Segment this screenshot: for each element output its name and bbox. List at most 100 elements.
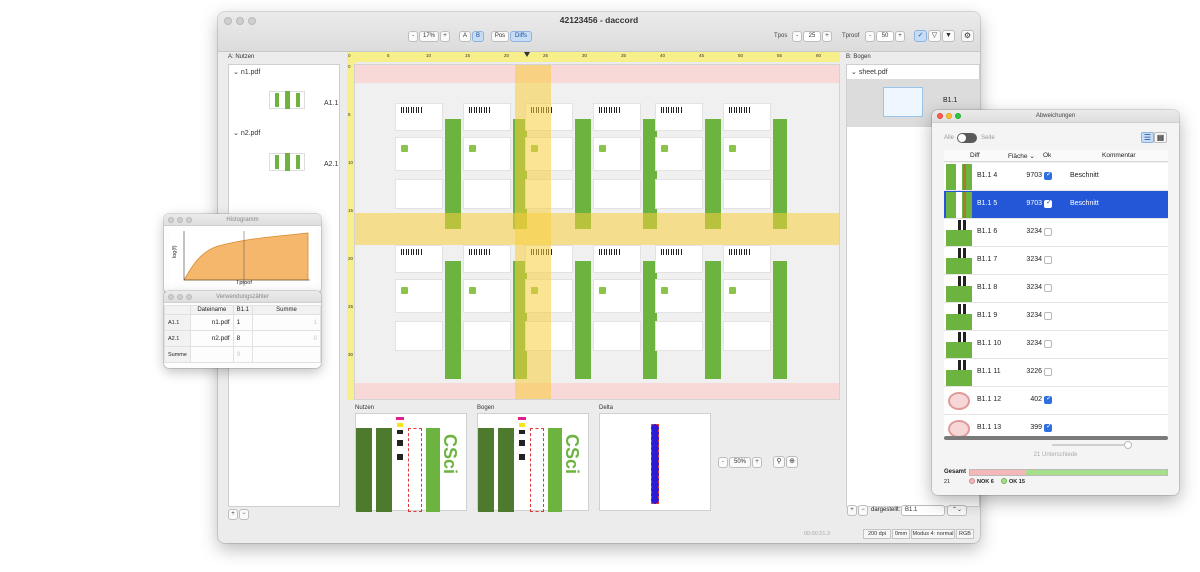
usage-total-row: Summe 9	[164, 346, 321, 363]
close-window-button[interactable]	[168, 217, 174, 223]
diff-column-header[interactable]: Diff	[970, 152, 980, 159]
add-file-button[interactable]: +	[228, 509, 238, 520]
checkmark-filter-icon[interactable]: ✓	[914, 30, 927, 42]
logo-mark	[469, 145, 476, 152]
zoom-out-button[interactable]: -	[408, 31, 418, 42]
file-row-sheet[interactable]: ⌄ sheet.pdf	[851, 69, 888, 76]
close-window-button[interactable]	[168, 294, 174, 300]
view-b-button[interactable]: B	[472, 31, 484, 42]
filter-icon[interactable]: ▽	[928, 30, 941, 42]
slider-knob[interactable]	[1124, 441, 1132, 449]
zoom-window-button[interactable]	[186, 217, 192, 223]
diffs-button[interactable]: Diffs	[510, 31, 532, 42]
ok-checkbox[interactable]	[1044, 170, 1052, 180]
comment-cell[interactable]: Beschnitt	[1070, 200, 1099, 207]
deviation-row[interactable]: B1.1 11 3226	[944, 359, 1168, 387]
zoom-window-button[interactable]	[186, 294, 192, 300]
file-row-n2[interactable]: ⌄ n2.pdf	[233, 130, 261, 137]
page-thumbnail[interactable]	[269, 149, 305, 175]
deviation-row[interactable]: B1.1 7 3234	[944, 247, 1168, 275]
ok-checkbox[interactable]	[1044, 228, 1052, 236]
diff-thumbnail	[946, 248, 972, 274]
minimize-window-button[interactable]	[946, 113, 952, 119]
sheet-canvas[interactable]	[354, 64, 840, 400]
magnifier-icon[interactable]: ⚲	[773, 456, 785, 468]
ok-checkbox[interactable]	[1044, 312, 1052, 320]
scope-toggle[interactable]	[957, 133, 977, 143]
pos-button[interactable]: Pos	[491, 31, 509, 42]
preview-bogen[interactable]: CSci	[477, 413, 589, 512]
ok-checkbox[interactable]	[1044, 284, 1052, 292]
target-icon[interactable]: ⊕	[786, 456, 798, 468]
deviation-row[interactable]: B1.1 12 402	[944, 387, 1168, 415]
tpos-input[interactable]: 25	[803, 31, 821, 42]
minimize-window-button[interactable]	[236, 17, 244, 25]
net-panel	[723, 179, 771, 209]
ruler-tick: 45	[699, 53, 705, 58]
usage-row[interactable]: A2.1 n2.pdf 8 8	[164, 330, 321, 347]
ok-checkbox[interactable]	[1044, 394, 1052, 404]
ok-checkbox[interactable]	[1044, 256, 1052, 264]
usage-row[interactable]: A1.1 n1.pdf 1 1	[164, 314, 321, 331]
ok-column-header[interactable]: Ok	[1043, 152, 1052, 159]
deviation-row[interactable]: B1.1 9 3234	[944, 303, 1168, 331]
preview-bogen-label: Bogen	[477, 405, 495, 411]
close-window-button[interactable]	[224, 17, 232, 25]
diff-id: B1.1 12	[977, 396, 1002, 403]
page-stepper[interactable]: ⌃⌄	[947, 505, 967, 516]
tpos-plus-button[interactable]: +	[822, 31, 832, 42]
ok-checkbox[interactable]	[1044, 422, 1052, 432]
thumbnail-size-slider[interactable]	[1052, 441, 1132, 449]
preview-zoom-value[interactable]: 50%	[729, 457, 751, 468]
deviation-row[interactable]: B1.1 5 9703 Beschnitt	[944, 191, 1168, 219]
zoom-in-button[interactable]: +	[440, 31, 450, 42]
list-view-icon[interactable]: ☰	[1141, 132, 1154, 143]
zoom-window-button[interactable]	[248, 17, 256, 25]
preview-zoom-out-button[interactable]: -	[718, 457, 728, 468]
ruler-tick: 10	[426, 53, 432, 58]
count-cell[interactable]: 8	[232, 330, 254, 347]
barcode	[401, 249, 423, 255]
zoom-value-field[interactable]: 17%	[419, 31, 439, 42]
deviation-row[interactable]: B1.1 8 3234	[944, 275, 1168, 303]
file-row-n1[interactable]: ⌄ n1.pdf	[233, 69, 261, 76]
ok-nok-bar	[969, 469, 1168, 476]
tpos-minus-button[interactable]: -	[792, 31, 802, 42]
deviation-row[interactable]: B1.1 6 3234	[944, 219, 1168, 247]
preview-zoom-in-button[interactable]: +	[752, 457, 762, 468]
deviation-row[interactable]: B1.1 10 3234	[944, 331, 1168, 359]
view-a-button[interactable]: A	[459, 31, 471, 42]
remove-file-button[interactable]: −	[239, 509, 249, 520]
add-sheet-button[interactable]: +	[847, 505, 857, 516]
minimize-window-button[interactable]	[177, 217, 183, 223]
zoom-window-button[interactable]	[955, 113, 961, 119]
horizontal-scrollbar[interactable]	[944, 436, 1168, 440]
filter-off-icon[interactable]: ▼	[942, 30, 955, 42]
shown-page-select[interactable]: B1.1	[901, 505, 945, 516]
minimize-window-button[interactable]	[177, 294, 183, 300]
histogram-xlabel: Tproof	[236, 280, 252, 286]
comment-column-header[interactable]: Kommentar	[1102, 152, 1136, 159]
gear-icon[interactable]: ⚙	[961, 30, 974, 42]
deviation-row[interactable]: B1.1 4 9703 Beschnitt	[944, 163, 1168, 191]
sum-cell: 1	[252, 314, 321, 331]
window-title: 42123456 - daccord	[559, 15, 639, 25]
tproof-plus-button[interactable]: +	[895, 31, 905, 42]
preview-delta[interactable]	[599, 413, 711, 511]
deviations-list[interactable]: B1.1 4 9703 Beschnitt B1.1 5 9703 Beschn…	[944, 163, 1168, 437]
preview-nutzen[interactable]: CSci	[355, 413, 467, 512]
page-thumbnail[interactable]	[269, 87, 305, 113]
ok-checkbox[interactable]	[1044, 340, 1052, 348]
remove-sheet-button[interactable]: −	[858, 505, 868, 516]
count-cell[interactable]: 1	[232, 314, 254, 331]
grid-view-icon[interactable]: ▦	[1154, 132, 1167, 143]
ok-checkbox[interactable]	[1044, 198, 1052, 208]
deviation-row[interactable]: B1.1 13 399	[944, 415, 1168, 437]
close-window-button[interactable]	[937, 113, 943, 119]
comment-cell[interactable]: Beschnitt	[1070, 172, 1099, 179]
ok-checkbox[interactable]	[1044, 368, 1052, 376]
area-column-header[interactable]: Fläche ⌄	[1008, 153, 1035, 160]
ruler-marker[interactable]	[524, 52, 530, 57]
tproof-minus-button[interactable]: -	[865, 31, 875, 42]
tproof-input[interactable]: 50	[876, 31, 894, 42]
